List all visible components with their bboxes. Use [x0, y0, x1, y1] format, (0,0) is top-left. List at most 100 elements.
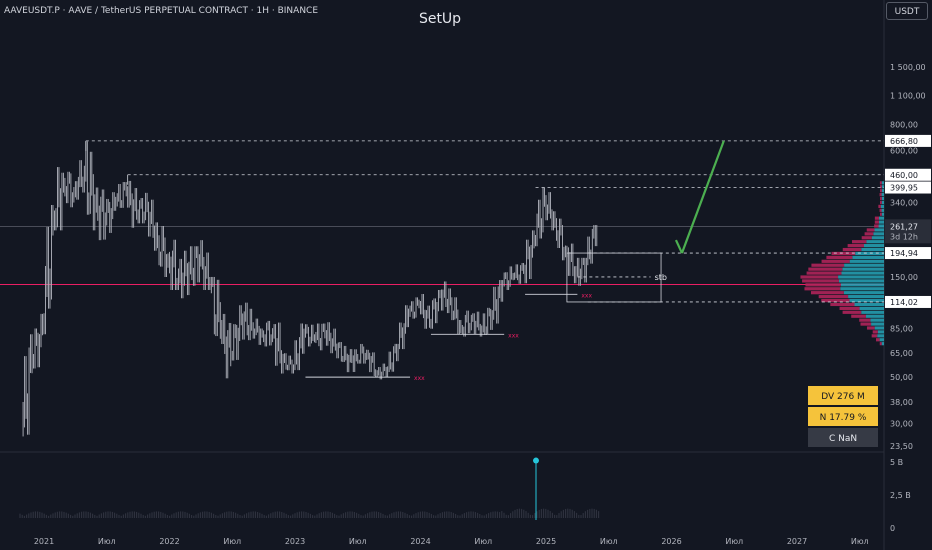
x-tick-label: Июл — [474, 537, 492, 546]
symbol-header[interactable]: AAVEUSDT.P · AAVE / TetherUS PERPETUAL C… — [4, 6, 319, 16]
volume-profile-bar-down — [874, 224, 879, 228]
volume-profile-bar-up — [881, 185, 884, 189]
volume-profile-bar-up — [841, 271, 884, 275]
volume-profile-bar-up — [881, 212, 884, 216]
volume-profile-bar-down — [802, 279, 839, 283]
volume-profile-bar-up — [880, 204, 884, 208]
volume-tick-label: 0 — [890, 524, 895, 533]
x-tick-label: Июл — [223, 537, 241, 546]
price-level-label: 460,00 — [890, 171, 918, 180]
volume-profile-bar-up — [838, 275, 884, 279]
volume-profile-bar-down — [874, 220, 879, 224]
y-tick-label: 50,00 — [890, 373, 913, 382]
price-level-label: 399,95 — [890, 184, 918, 193]
volume-profile-bar-down — [851, 314, 866, 318]
price-level-tag — [885, 295, 931, 308]
volume-profile-bar-up — [874, 228, 884, 232]
y-tick-label: 150,00 — [890, 273, 918, 282]
y-tick-label: 65,00 — [890, 349, 913, 358]
info-box-cell — [808, 386, 878, 405]
volume-profile-bar-up — [881, 181, 884, 185]
volume-profile-bar-down — [804, 287, 841, 291]
volume-profile-bar-down — [864, 232, 874, 236]
volume-profile-bar-down — [842, 247, 862, 252]
price-level-tag — [885, 134, 931, 147]
volume-profile-bar-up — [878, 220, 884, 224]
volume-profile-bar-up — [873, 232, 884, 236]
x-tick-label: 2022 — [159, 537, 179, 546]
support-label: xxx — [508, 332, 519, 339]
volume-profile-bar-down — [852, 240, 867, 244]
volume-profile-bar-up — [870, 318, 884, 322]
price-level-tag — [885, 181, 931, 194]
volume-profile-bar-up — [854, 302, 884, 307]
x-tick-label: 2026 — [661, 537, 681, 546]
volume-profile-bar-down — [839, 306, 860, 310]
volume-profile-bar-up — [874, 326, 884, 330]
volume-profile-bar-down — [800, 275, 839, 279]
info-box-cell — [808, 428, 878, 447]
x-tick-label: Июл — [98, 537, 116, 546]
volume-profile-bar-down — [811, 263, 845, 267]
volume-profile-bar-down — [826, 255, 853, 259]
volume-profile-bar-down — [880, 212, 882, 216]
volume-profile-bar-up — [871, 236, 884, 240]
info-box-label: C NaN — [829, 434, 857, 444]
volume-profile-bar-up — [881, 193, 884, 197]
info-box-label: N 17.79 % — [820, 413, 867, 423]
volume-profile-bar-down — [872, 330, 878, 334]
volume-profile-bar-up — [881, 200, 884, 205]
volume-profile-bar-up — [840, 283, 884, 287]
volume-profile-bar-down — [880, 196, 882, 201]
y-tick-label: 600,00 — [890, 147, 918, 156]
volume-profile-bar-down — [821, 259, 850, 263]
price-level-label: 666,80 — [890, 137, 918, 146]
volume-profile-bar-down — [821, 298, 850, 303]
x-tick-label: 2027 — [787, 537, 807, 546]
volume-profile-bar-down — [880, 200, 882, 205]
volume-profile-bar-up — [844, 263, 884, 267]
volume-profile-bar-down — [859, 318, 871, 322]
price-level-label: 194,94 — [890, 249, 918, 258]
volume-profile-bar-down — [805, 283, 841, 287]
volume-profile-bar-down — [810, 291, 844, 295]
volume-profile-bar-down — [806, 271, 842, 275]
volume-profile-bar-up — [878, 216, 884, 220]
volume-profile-bar-up — [864, 244, 884, 248]
volume-profile-bar-down — [808, 267, 843, 271]
volume-profile-bar-up — [881, 342, 884, 346]
target-arrow-shaft — [680, 140, 725, 254]
y-tick-label: 85,00 — [890, 325, 913, 334]
y-tick-label: 1 100,00 — [890, 91, 926, 100]
volume-profile-bar-down — [831, 251, 856, 256]
current-price-value: 261,27 — [890, 222, 918, 231]
volume-profile-bar-down — [879, 193, 882, 197]
y-tick-label: 38,00 — [890, 398, 913, 407]
currency-selector-button[interactable]: USDT — [886, 2, 928, 20]
volume-profile-bar-down — [871, 334, 878, 338]
volume-profile-bar-down — [860, 322, 872, 326]
volume-profile-bar-down — [866, 326, 875, 330]
x-tick-label: 2024 — [410, 537, 430, 546]
volume-profile-bar-up — [879, 338, 884, 342]
volume-profile-bar-up — [866, 240, 884, 244]
volume-profile-bar-up — [871, 322, 884, 326]
chart-title: SetUp — [418, 11, 462, 27]
x-tick-label: Июл — [349, 537, 367, 546]
x-tick-label: 2025 — [536, 537, 556, 546]
volume-profile-bar-up — [881, 208, 884, 212]
volume-profile-bar-up — [881, 189, 884, 193]
volume-profile-bar-down — [818, 295, 849, 299]
volume-profile-bar-down — [878, 204, 881, 208]
x-tick-label: 2021 — [34, 537, 54, 546]
price-level-tag — [885, 247, 931, 260]
volume-profile-bar-up — [878, 224, 884, 228]
volume-profile-bar-up — [848, 295, 884, 299]
y-tick-label: 30,00 — [890, 420, 913, 429]
volume-profile-bar-down — [876, 338, 880, 342]
volume-spike-marker — [533, 457, 539, 464]
x-tick-label: 2023 — [285, 537, 305, 546]
volume-profile-bar-up — [865, 314, 884, 318]
volume-profile-bar-down — [861, 236, 872, 240]
